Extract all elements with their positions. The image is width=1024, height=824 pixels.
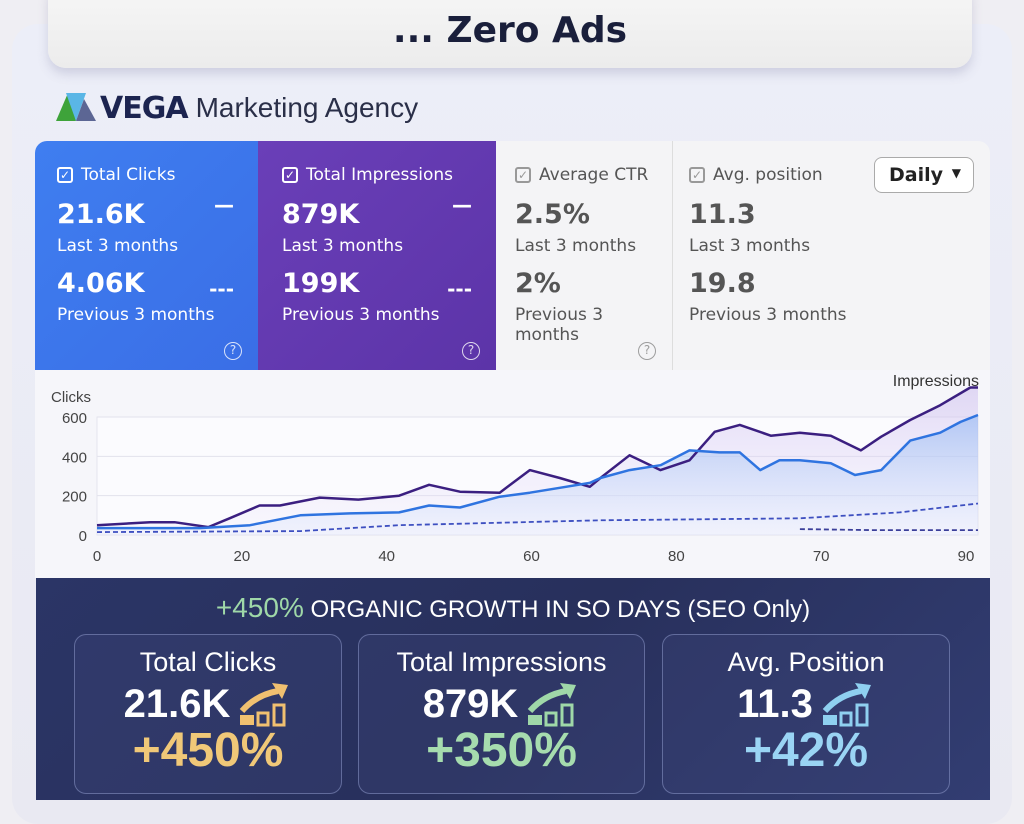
y2-axis-label: Impressions bbox=[893, 373, 979, 390]
card-value: 11.3 bbox=[737, 682, 813, 726]
checkbox-icon[interactable]: ✓ bbox=[689, 167, 705, 183]
y-tick-label: 400 bbox=[62, 449, 87, 466]
card-value: 21.6K bbox=[123, 682, 231, 726]
help-icon[interactable]: ? bbox=[462, 342, 480, 360]
metric-value: 879K bbox=[282, 199, 360, 230]
card-change: +350% bbox=[426, 724, 577, 777]
metric-label: Total Impressions bbox=[306, 165, 454, 185]
card-value: 879K bbox=[422, 682, 519, 726]
metric-prev-value: 199K bbox=[282, 268, 360, 299]
metric-prev-value: 2% bbox=[515, 268, 561, 299]
summary-card-impressions: Total Impressions 879K +350% bbox=[358, 634, 645, 794]
metric-period: Last 3 months bbox=[282, 236, 404, 256]
series-line-dashed-2 bbox=[96, 502, 979, 533]
x-tick-label: 20 bbox=[233, 548, 250, 565]
help-icon[interactable]: ? bbox=[638, 342, 656, 360]
metric-prev-value: 4.06K bbox=[57, 268, 145, 299]
metric-average-ctr[interactable]: ✓ Average CTR 2.5% Last 3 months 2% Previ… bbox=[496, 141, 673, 370]
performance-chart: 0 200 400 600 Clicks Impressions 0 20 40 60 80 70 90 bbox=[35, 370, 990, 578]
metric-prev-value: 19.8 bbox=[689, 268, 756, 299]
x-tick-label: 60 bbox=[523, 548, 540, 565]
metric-total-impressions[interactable]: ✓ Total Impressions — 879K Last 3 months … bbox=[258, 141, 496, 370]
legend-solid-line: — bbox=[214, 193, 234, 217]
checkbox-checked-icon[interactable]: ✓ bbox=[282, 167, 298, 183]
legend-solid-line: — bbox=[452, 193, 472, 217]
metric-value: 2.5% bbox=[515, 199, 590, 230]
range-select[interactable]: Daily ▼ bbox=[874, 157, 974, 193]
metric-label: Average CTR bbox=[539, 165, 649, 185]
y-tick-label: 0 bbox=[79, 528, 87, 545]
metric-value: 21.6K bbox=[57, 199, 145, 230]
card-change: +42% bbox=[743, 724, 869, 777]
logo-brand: VEGA bbox=[100, 90, 189, 126]
metric-value: 11.3 bbox=[689, 199, 756, 230]
card-title: Total Impressions bbox=[396, 647, 607, 677]
x-tick-label: 90 bbox=[958, 548, 975, 565]
metric-period: Last 3 months bbox=[689, 236, 811, 256]
metric-prev-period: Previous 3 months bbox=[282, 305, 440, 325]
metric-period: Last 3 months bbox=[57, 236, 179, 256]
growth-summary: +450% ORGANIC GROWTH IN SO DAYS (SEO Onl… bbox=[36, 578, 990, 800]
headline-highlight: +450% bbox=[215, 592, 304, 623]
metric-label: Avg. position bbox=[713, 165, 823, 185]
title-card: ... Zero Ads bbox=[48, 0, 972, 68]
y-tick-label: 600 bbox=[62, 410, 87, 427]
metric-total-clicks[interactable]: ✓ Total Clicks — 21.6K Last 3 months --- … bbox=[35, 141, 258, 370]
series-line-impressions bbox=[96, 386, 978, 529]
metric-period: Last 3 months bbox=[515, 236, 637, 256]
metric-prev-period: Previous 3 months bbox=[515, 305, 604, 345]
legend-dashed-line: --- bbox=[209, 277, 234, 301]
x-tick-label: 70 bbox=[813, 548, 830, 565]
chart-svg: 0 200 400 600 Clicks Impressions 0 20 40 60 80 70 90 bbox=[51, 373, 979, 565]
logo: VEGA Marketing Agency bbox=[56, 90, 418, 126]
help-icon[interactable]: ? bbox=[224, 342, 242, 360]
logo-tagline: Marketing Agency bbox=[195, 92, 419, 123]
growth-chart-icon bbox=[822, 682, 871, 726]
metric-prev-period: Previous 3 months bbox=[57, 305, 215, 325]
growth-chart-icon bbox=[528, 682, 577, 726]
y-tick-label: 200 bbox=[62, 489, 87, 506]
headline-text: ORGANIC GROWTH IN SO DAYS (SEO Only) bbox=[310, 596, 811, 623]
metric-label: Total Clicks bbox=[81, 165, 176, 185]
card-change: +450% bbox=[132, 724, 284, 777]
caret-down-icon: ▼ bbox=[951, 166, 961, 180]
metrics-row: ✓ Total Clicks — 21.6K Last 3 months --- … bbox=[35, 141, 990, 370]
vega-logo-icon bbox=[56, 93, 96, 121]
legend-dashed-line: --- bbox=[447, 277, 472, 301]
y-axis-label: Clicks bbox=[51, 389, 91, 406]
summary-card-position: Avg. Position 11.3 +42% bbox=[662, 634, 950, 794]
checkbox-icon[interactable]: ✓ bbox=[515, 167, 531, 183]
x-tick-label: 0 bbox=[93, 548, 101, 565]
growth-chart-icon bbox=[240, 682, 289, 726]
page-title: ... Zero Ads bbox=[392, 10, 628, 51]
x-tick-label: 40 bbox=[378, 548, 395, 565]
metric-avg-position[interactable]: ✓ Avg. position 11.3 Last 3 months 19.8 P… bbox=[673, 141, 990, 370]
card-title: Total Clicks bbox=[139, 647, 277, 677]
checkbox-checked-icon[interactable]: ✓ bbox=[57, 167, 73, 183]
metric-prev-period: Previous 3 months bbox=[689, 305, 847, 325]
series-area bbox=[97, 415, 978, 535]
x-tick-label: 80 bbox=[668, 548, 685, 565]
summary-headline: +450% ORGANIC GROWTH IN SO DAYS (SEO Onl… bbox=[36, 592, 990, 624]
series-line-clicks bbox=[97, 413, 979, 530]
card-title: Avg. Position bbox=[727, 647, 885, 677]
summary-card-clicks: Total Clicks 21.6K +450% bbox=[74, 634, 342, 794]
range-select-value: Daily bbox=[889, 164, 944, 186]
